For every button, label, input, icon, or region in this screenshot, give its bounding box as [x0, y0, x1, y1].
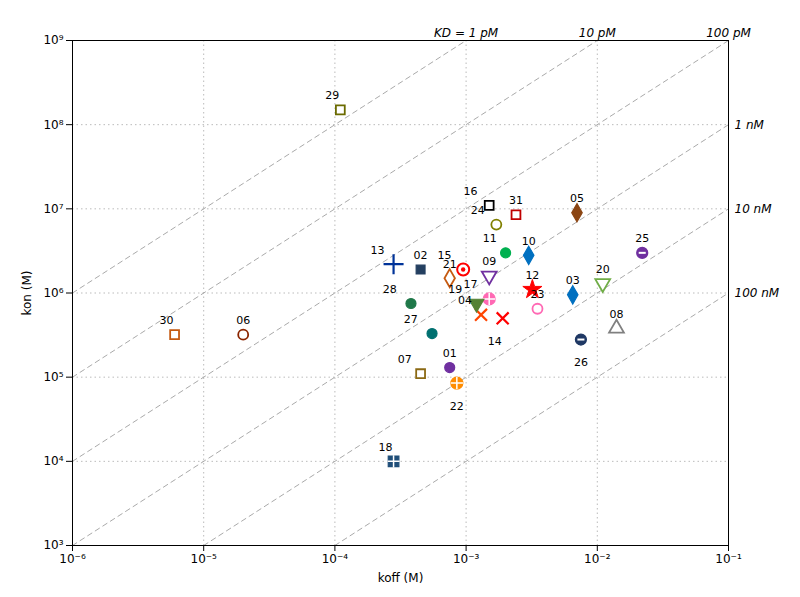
svg-text:22: 22	[450, 400, 464, 413]
svg-text:04: 04	[458, 294, 472, 307]
svg-text:10⁻⁵: 10⁻⁵	[190, 552, 217, 566]
svg-text:10 nM: 10 nM	[735, 202, 773, 216]
svg-text:10⁵: 10⁵	[43, 370, 63, 384]
svg-text:21: 21	[443, 258, 457, 271]
svg-text:08: 08	[609, 308, 623, 321]
svg-text:31: 31	[509, 194, 523, 207]
svg-text:10⁷: 10⁷	[43, 202, 63, 216]
svg-text:koff (M): koff (M)	[378, 571, 424, 585]
svg-text:10⁻¹: 10⁻¹	[715, 552, 742, 566]
svg-text:10⁹: 10⁹	[43, 33, 63, 47]
svg-text:10³: 10³	[43, 538, 63, 552]
svg-text:100 pM: 100 pM	[706, 26, 751, 40]
svg-text:07: 07	[398, 353, 412, 366]
svg-text:10⁻⁴: 10⁻⁴	[322, 552, 349, 566]
svg-text:24: 24	[471, 204, 485, 217]
svg-text:05: 05	[570, 192, 584, 205]
svg-text:10 pM: 10 pM	[579, 26, 617, 40]
svg-text:02: 02	[414, 249, 428, 262]
svg-text:10⁻⁶: 10⁻⁶	[59, 552, 86, 566]
svg-text:19: 19	[448, 283, 462, 296]
svg-text:10⁶: 10⁶	[43, 286, 63, 300]
svg-text:03: 03	[566, 274, 580, 287]
svg-text:11: 11	[483, 232, 497, 245]
svg-text:27: 27	[404, 313, 418, 326]
svg-text:26: 26	[574, 356, 588, 369]
svg-text:10⁴: 10⁴	[43, 454, 63, 468]
svg-text:10: 10	[522, 235, 536, 248]
svg-text:09: 09	[482, 255, 496, 268]
svg-text:23: 23	[530, 288, 544, 301]
svg-text:01: 01	[443, 347, 457, 360]
svg-text:06: 06	[236, 314, 250, 327]
svg-text:18: 18	[379, 441, 393, 454]
svg-text:17: 17	[464, 278, 478, 291]
svg-text:10⁸: 10⁸	[43, 118, 63, 132]
svg-text:kon (M): kon (M)	[20, 271, 34, 316]
svg-text:10⁻³: 10⁻³	[453, 552, 480, 566]
svg-text:15: 15	[437, 248, 452, 262]
svg-text:1 nM: 1 nM	[735, 118, 765, 132]
svg-text:12: 12	[525, 269, 539, 282]
svg-text:16: 16	[464, 185, 478, 198]
svg-text:13: 13	[371, 244, 385, 257]
svg-text:10⁻²: 10⁻²	[584, 552, 611, 566]
svg-text:25: 25	[635, 232, 649, 245]
svg-text:KD = 1 pM: KD = 1 pM	[434, 26, 499, 40]
svg-text:14: 14	[488, 335, 502, 348]
svg-text:28: 28	[383, 283, 397, 296]
svg-text:29: 29	[325, 89, 339, 102]
svg-text:100 nM: 100 nM	[735, 286, 780, 300]
svg-text:30: 30	[160, 314, 174, 327]
svg-text:20: 20	[596, 263, 610, 276]
